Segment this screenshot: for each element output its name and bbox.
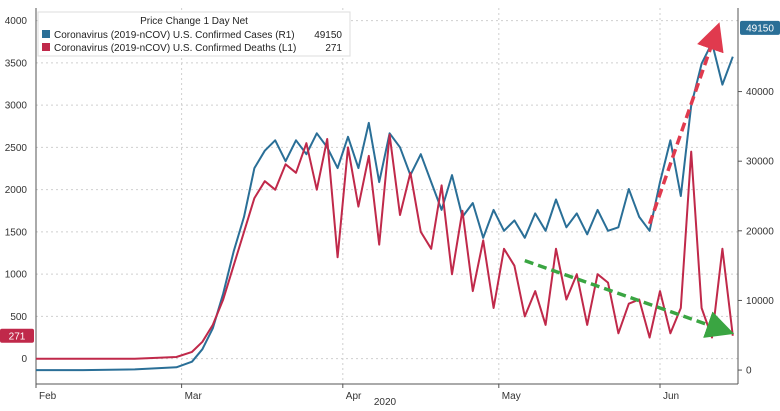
left-tick-label: 1500 xyxy=(5,227,28,238)
right-tick-label: 10000 xyxy=(746,296,774,307)
right-tick-label: 20000 xyxy=(746,226,774,237)
left-tick-label: 1000 xyxy=(5,270,28,281)
right-tick-label: 0 xyxy=(746,366,752,377)
right-value-badge: 49150 xyxy=(740,20,780,35)
grid-lines xyxy=(35,8,738,384)
legend-label-cases: Coronavirus (2019-nCOV) U.S. Confirmed C… xyxy=(54,30,295,41)
x-tick-label: Apr xyxy=(346,391,362,402)
left-tick-label: 0 xyxy=(21,354,27,365)
right-tick-label: 30000 xyxy=(746,157,774,168)
x-tick-label: Jun xyxy=(663,391,679,402)
left-tick-label: 500 xyxy=(10,312,27,323)
right-badge-text: 49150 xyxy=(746,23,774,34)
legend-swatch-deaths xyxy=(42,43,50,51)
left-tick-label: 3000 xyxy=(5,101,28,112)
series-line-deaths xyxy=(36,133,734,360)
left-badge-text: 271 xyxy=(9,331,26,342)
left-tick-label: 2000 xyxy=(5,185,28,196)
legend-value-cases: 49150 xyxy=(314,30,342,41)
trend-arrow-up xyxy=(647,22,724,225)
right-tick-label: 40000 xyxy=(746,87,774,98)
legend-swatch-cases xyxy=(42,30,50,38)
series-line-cases xyxy=(36,41,734,372)
left-value-badge: 271 xyxy=(0,328,34,343)
legend-label-deaths: Coronavirus (2019-nCOV) U.S. Confirmed D… xyxy=(54,43,296,54)
x-tick-label: May xyxy=(502,391,521,402)
right-axis-ticks: 0 10000 20000 30000 40000 xyxy=(738,87,774,377)
x-tick-label: Mar xyxy=(185,391,203,402)
axes xyxy=(35,8,739,385)
left-tick-label: 2500 xyxy=(5,143,28,154)
legend-title: Price Change 1 Day Net xyxy=(140,16,248,27)
trend-arrow-down xyxy=(524,258,735,338)
left-badge-box xyxy=(0,328,34,343)
right-badge-box xyxy=(740,20,780,35)
left-tick-label: 4000 xyxy=(5,16,28,27)
legend-value-deaths: 271 xyxy=(325,43,342,54)
legend: Price Change 1 Day Net Coronavirus (2019… xyxy=(37,11,351,57)
x-tick-label: Feb xyxy=(39,391,57,402)
annotations-layer xyxy=(524,22,735,338)
legend-box xyxy=(37,11,351,57)
left-axis-ticks: 0 500 1000 1500 2000 2500 3000 3500 4000 xyxy=(5,16,28,365)
x-axis-ticks: Feb Mar Apr May Jun xyxy=(35,384,679,402)
x-axis-year-label: 2020 xyxy=(374,397,397,408)
series-layer xyxy=(36,41,734,372)
left-tick-label: 3500 xyxy=(5,58,28,69)
